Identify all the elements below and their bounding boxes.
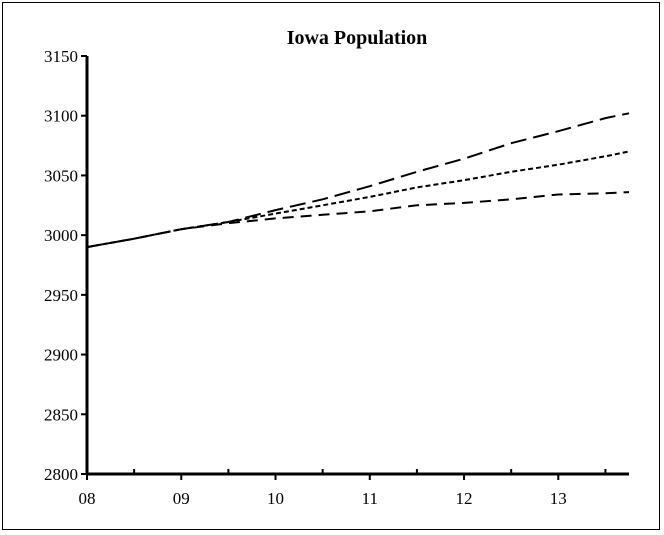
x-tick-label: 10 — [267, 489, 284, 508]
series-line-1 — [86, 112, 630, 249]
x-tick-label: 09 — [173, 489, 190, 508]
y-axis-ticks: 2800 2850 2900 2950 3000 3050 3100 3150 — [44, 47, 87, 484]
y-tick-label: 3000 — [44, 226, 78, 245]
y-tick-label: 3050 — [44, 166, 78, 185]
x-tick-label: 12 — [456, 489, 473, 508]
y-tick-label: 2900 — [44, 346, 78, 365]
y-tick-label: 2850 — [44, 405, 78, 424]
x-tick-label: 13 — [550, 489, 567, 508]
series-line-3 — [86, 191, 630, 249]
chart-title: Iowa Population — [287, 27, 428, 49]
axes — [85, 56, 629, 476]
x-tick-label: 08 — [79, 489, 96, 508]
chart-frame — [2, 2, 660, 530]
y-tick-label: 3100 — [44, 107, 78, 126]
x-tick-label: 11 — [362, 489, 378, 508]
y-tick-label: 2950 — [44, 286, 78, 305]
y-tick-label: 2800 — [44, 465, 78, 484]
series-group — [86, 112, 630, 249]
y-tick-label: 3150 — [44, 47, 78, 66]
